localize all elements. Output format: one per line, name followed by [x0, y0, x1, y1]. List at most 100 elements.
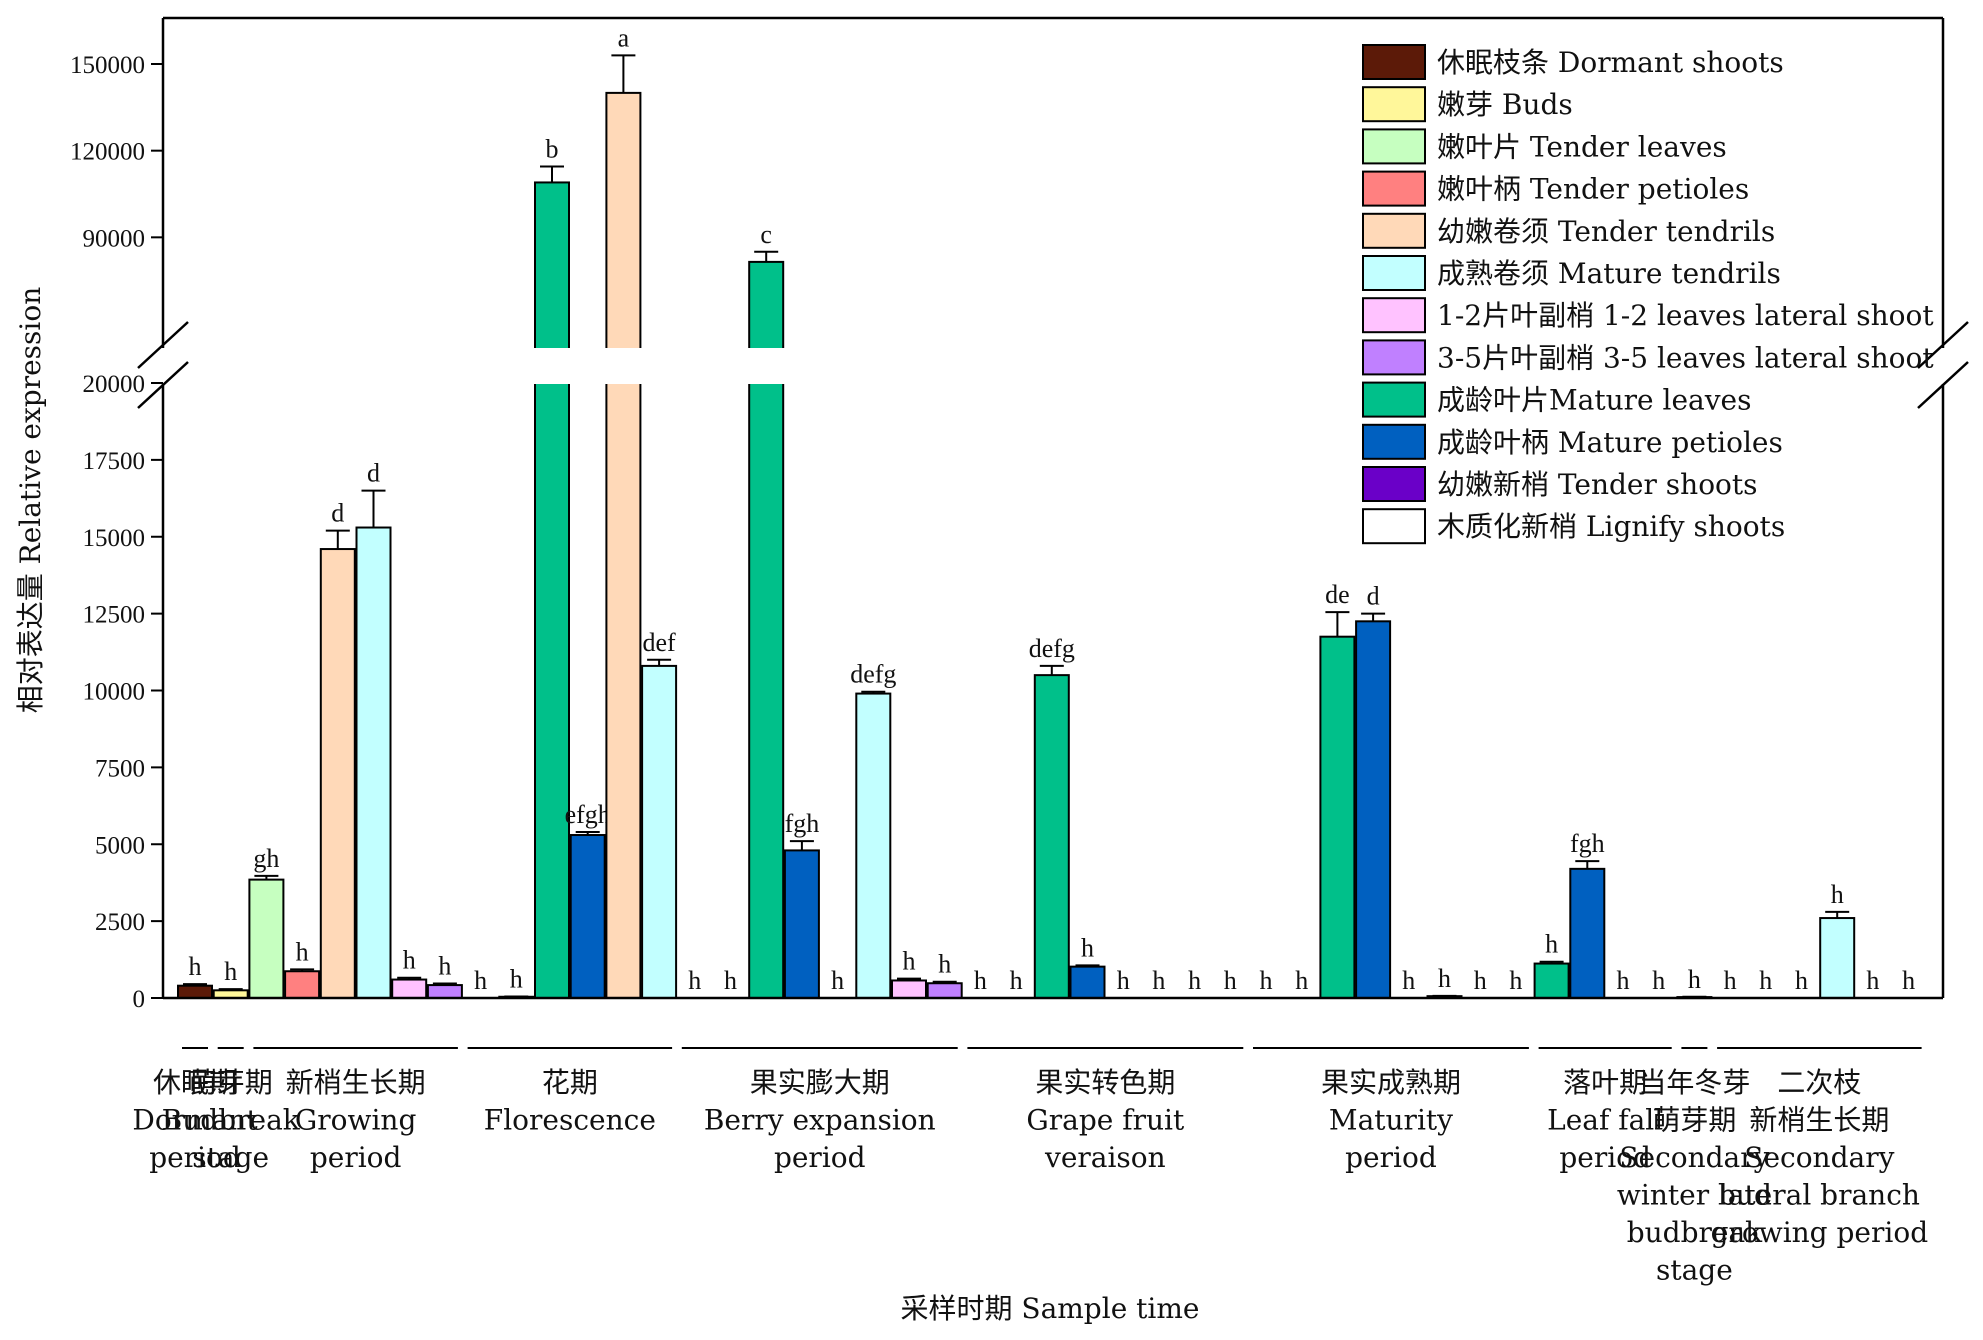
bar — [1819, 917, 1856, 999]
significance-label: h — [1402, 966, 1415, 995]
y-axis: 0 2500 5000 7500 10000 12500 15000 17500 20000 90… — [70, 52, 163, 1013]
significance-label: h — [1902, 966, 1915, 995]
significance-label: h — [1474, 966, 1487, 995]
period-label: 当年冬芽萌芽期 Secondary winter bud budbreak stage — [1617, 1066, 1772, 1287]
significance-label: h — [438, 952, 451, 981]
period-label: 休眠期 Dormant period — [132, 1066, 258, 1174]
significance-label: d — [331, 499, 344, 528]
significance-label: h — [1010, 966, 1023, 995]
significance-label: def — [642, 628, 676, 657]
period-label: 萌芽期 Budbreak stage — [162, 1066, 301, 1174]
bar — [534, 181, 570, 999]
significance-label: gh — [253, 844, 279, 873]
y-tick-label: 10000 — [83, 679, 146, 706]
legend-swatch — [1362, 339, 1426, 376]
bar — [783, 849, 820, 1000]
legend-swatch — [1362, 381, 1426, 418]
bar — [355, 526, 392, 1000]
legend-swatch — [1362, 44, 1426, 80]
significance-label: h — [403, 946, 416, 975]
significance-label: defg — [850, 660, 896, 689]
break-mark-right-b — [1917, 361, 1969, 409]
significance-label: h — [224, 957, 237, 986]
y-tick-label: 7500 — [95, 755, 145, 782]
bar — [926, 982, 963, 999]
bar — [426, 984, 463, 1000]
period-label: 果实成熟期 Maturity period — [1321, 1066, 1461, 1174]
significance-label: h — [724, 966, 737, 995]
legend-label: 成龄叶柄 Mature petioles — [1437, 426, 1783, 459]
bar — [248, 878, 285, 999]
significance-label: h — [1509, 966, 1522, 995]
significance-label: d — [367, 459, 380, 488]
significance-label: a — [618, 23, 630, 52]
legend-label: 木质化新梢 Lignify shoots — [1437, 510, 1785, 543]
legend-swatch — [1362, 170, 1426, 207]
y-tick-label: 120000 — [70, 139, 145, 166]
significance-label: h — [1617, 966, 1630, 995]
significance-label: h — [1795, 966, 1808, 995]
bar — [641, 664, 678, 1000]
significance-label: c — [760, 220, 772, 249]
significance-label: h — [938, 950, 951, 979]
bar — [1069, 965, 1106, 1000]
significance-label: fgh — [1570, 829, 1605, 858]
legend-swatch — [1362, 128, 1426, 165]
significance-label: h — [1081, 933, 1094, 962]
significance-label: fgh — [785, 809, 820, 838]
x-axis-title: 采样时期 Sample time — [900, 1292, 1199, 1325]
legend-swatch — [1362, 212, 1426, 249]
bar — [1533, 962, 1570, 999]
period-label: 新梢生长期 Growing period — [286, 1066, 426, 1174]
significance-label: h — [831, 966, 844, 995]
period-label: 果实转色期 Grape fruit veraison — [1026, 1066, 1185, 1174]
legend-swatch — [1362, 466, 1426, 502]
significance-label: h — [1866, 966, 1879, 995]
significance-label: h — [974, 966, 987, 995]
significance-label: h — [1831, 880, 1844, 909]
period-label: 落叶期 Leaf fall period — [1547, 1066, 1663, 1174]
significance-label: h — [1152, 966, 1165, 995]
legend-swatch — [1362, 255, 1426, 291]
break-mark-left-a — [137, 321, 189, 369]
significance-label: h — [296, 937, 309, 966]
break-mark-left-b — [137, 361, 189, 409]
significance-label: h — [474, 966, 487, 995]
significance-label: h — [1652, 966, 1665, 995]
significance-label: h — [903, 947, 916, 976]
legend-label: 3-5片叶副梢 3-5 leaves lateral shoot — [1437, 341, 1934, 374]
y-axis-title: 相对表达量 Relative expression — [14, 287, 47, 714]
significance-label: h — [1545, 930, 1558, 959]
y-tick-label: 0 — [133, 986, 146, 1013]
bar — [391, 978, 428, 999]
legend-label: 嫩芽 Buds — [1437, 88, 1573, 121]
significance-label: h — [1759, 966, 1772, 995]
legend-label: 幼嫩新梢 Tender shoots — [1437, 468, 1758, 501]
y-tick-label: 12500 — [83, 602, 146, 629]
bar — [1569, 867, 1606, 999]
bar — [569, 834, 606, 1000]
legend-swatch — [1362, 86, 1426, 123]
significance-label: d — [1367, 582, 1380, 611]
bar — [891, 979, 927, 999]
legend-swatch — [1362, 508, 1426, 545]
bar — [605, 91, 642, 999]
bar — [1033, 674, 1070, 999]
axis-break-gap — [165, 348, 1941, 384]
significance-label: h — [1438, 964, 1451, 993]
legend-swatch — [1362, 297, 1426, 334]
bar — [1319, 635, 1356, 999]
significance-label: h — [1188, 966, 1201, 995]
significance-label: h — [1117, 966, 1130, 995]
significance-label: h — [1295, 966, 1308, 995]
y-tick-label: 20000 — [83, 371, 146, 398]
y-tick-label: 90000 — [83, 225, 146, 252]
y-tick-label: 17500 — [83, 448, 146, 475]
y-tick-label: 5000 — [95, 832, 145, 859]
significance-label: h — [1724, 966, 1737, 995]
significance-label: h — [189, 952, 202, 981]
significance-label: efgh — [565, 800, 611, 829]
bar — [319, 548, 356, 999]
legend: 休眠枝条 Dormant shoots 嫩芽 Buds 嫩叶片 Tender lea… — [1362, 44, 1934, 545]
